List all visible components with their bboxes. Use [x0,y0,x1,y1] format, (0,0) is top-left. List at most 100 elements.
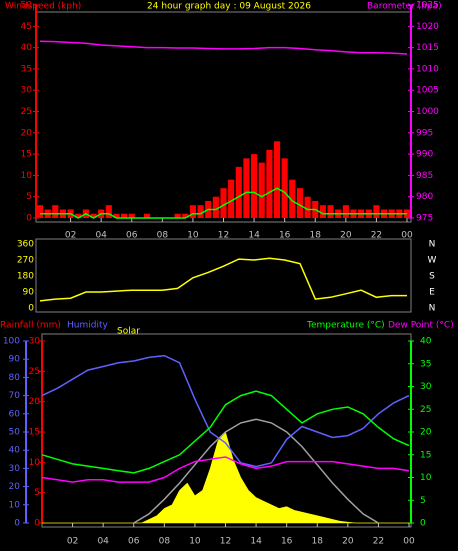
y-tick-label: 25 [29,367,40,377]
wind-bar [113,213,120,218]
wind-bar [281,158,288,218]
series-line [39,257,407,302]
y-tick-label: 50 [9,428,21,438]
y-tick-label: N [429,240,436,250]
x-tick-label: 20 [340,231,352,241]
y-tick-label: 30 [21,86,33,96]
y-tick-label: 980 [416,192,433,202]
wind-bar [105,205,112,218]
x-tick-label: 08 [159,537,171,547]
y-tick-label: N [429,304,436,314]
y-tick-label: 1015 [416,43,439,53]
x-tick-label: 22 [373,537,384,547]
y-tick-label: 20 [420,428,432,438]
y-tick-label: S [429,272,435,282]
wind-bar [342,205,349,218]
direction-frame [35,238,412,313]
wind-bar [174,213,181,218]
y-tick-label: E [429,288,435,298]
wind-bar [273,141,281,218]
y-tick-label: 40 [420,337,432,347]
x-tick-label: 22 [371,231,382,241]
y-tick-label: 50 [21,1,33,11]
x-tick-label: 04 [97,537,109,547]
x-tick-label: 18 [312,537,324,547]
x-tick-label: 06 [128,537,140,547]
wind-bar [121,213,128,218]
y-tick-label: 25 [420,405,431,415]
y-tick-label: 15 [21,150,32,160]
wind-bar [373,205,380,218]
y-tick-label: W [428,256,437,266]
wind-bar [182,213,189,218]
wind-bar [296,188,304,218]
series-line [133,418,379,524]
y-tick-label: 35 [21,64,32,74]
y-tick-label: 15 [29,428,40,438]
axis-label: Barometer (hpa) [367,2,442,12]
y-tick-label: 10 [29,458,41,468]
y-tick-label: 90 [9,355,21,365]
y-tick-label: 0 [34,519,40,529]
y-tick-label: 10 [9,500,21,510]
y-tick-label: 45 [21,22,32,32]
y-tick-label: 35 [420,359,431,369]
x-tick-label: 16 [279,231,291,241]
axis-label: Windspeed (kph) [5,2,81,12]
y-tick-label: 80 [9,373,21,383]
x-tick-label: 18 [310,231,322,241]
y-tick-label: 1025 [416,1,439,11]
wind-bar [197,205,204,218]
y-tick-label: 0 [420,519,426,529]
y-tick-label: 1020 [416,22,439,32]
y-tick-label: 0 [28,304,34,314]
y-tick-label: 5 [34,488,40,498]
wind-bar [304,196,311,218]
wind-bar [143,213,151,218]
y-tick-label: 180 [17,272,34,282]
solar-area [42,431,409,524]
x-tick-label: 14 [248,231,260,241]
y-tick-label: 100 [3,337,20,347]
axis-label: Rainfall (mm) [0,321,61,331]
y-tick-label: 5 [420,496,426,506]
x-tick-label: 06 [126,231,138,241]
y-tick-label: 60 [9,409,21,419]
y-tick-label: 1000 [416,107,439,117]
wind-bar [266,149,273,218]
y-tick-label: 30 [9,464,21,474]
y-tick-label: 70 [9,391,21,401]
x-tick-label: 10 [189,537,201,547]
y-tick-label: 10 [420,473,432,483]
legend-label: Temperature (°C) [306,321,385,331]
y-tick-label: 40 [21,43,33,53]
wind-bar [289,179,296,218]
wind-bar [251,154,258,218]
legend-label: Dew Point (°C) [388,321,454,331]
legend-label: Solar [117,327,140,337]
wind-bar [75,213,82,218]
wind-bar [327,205,334,218]
series-line [41,390,410,474]
y-tick-label: 40 [9,446,21,456]
y-tick-label: 20 [9,482,21,492]
x-tick-label: 16 [281,537,293,547]
y-tick-label: 360 [17,240,34,250]
y-tick-label: 30 [420,382,432,392]
series-line [41,354,410,468]
x-tick-label: 14 [250,537,262,547]
y-tick-label: 270 [17,256,34,266]
series-line [39,40,408,55]
x-tick-label: 04 [95,231,107,241]
wind-bar [228,179,235,218]
y-tick-label: 30 [29,337,41,347]
x-tick-label: 10 [187,231,199,241]
wind-bar [319,205,326,218]
y-tick-label: 995 [416,128,433,138]
wind-bar [212,196,219,218]
series-line [41,456,410,483]
y-tick-label: 5 [26,192,32,202]
wind-bar [90,213,97,218]
y-tick-label: 975 [416,214,433,224]
wind-bar [128,213,135,218]
